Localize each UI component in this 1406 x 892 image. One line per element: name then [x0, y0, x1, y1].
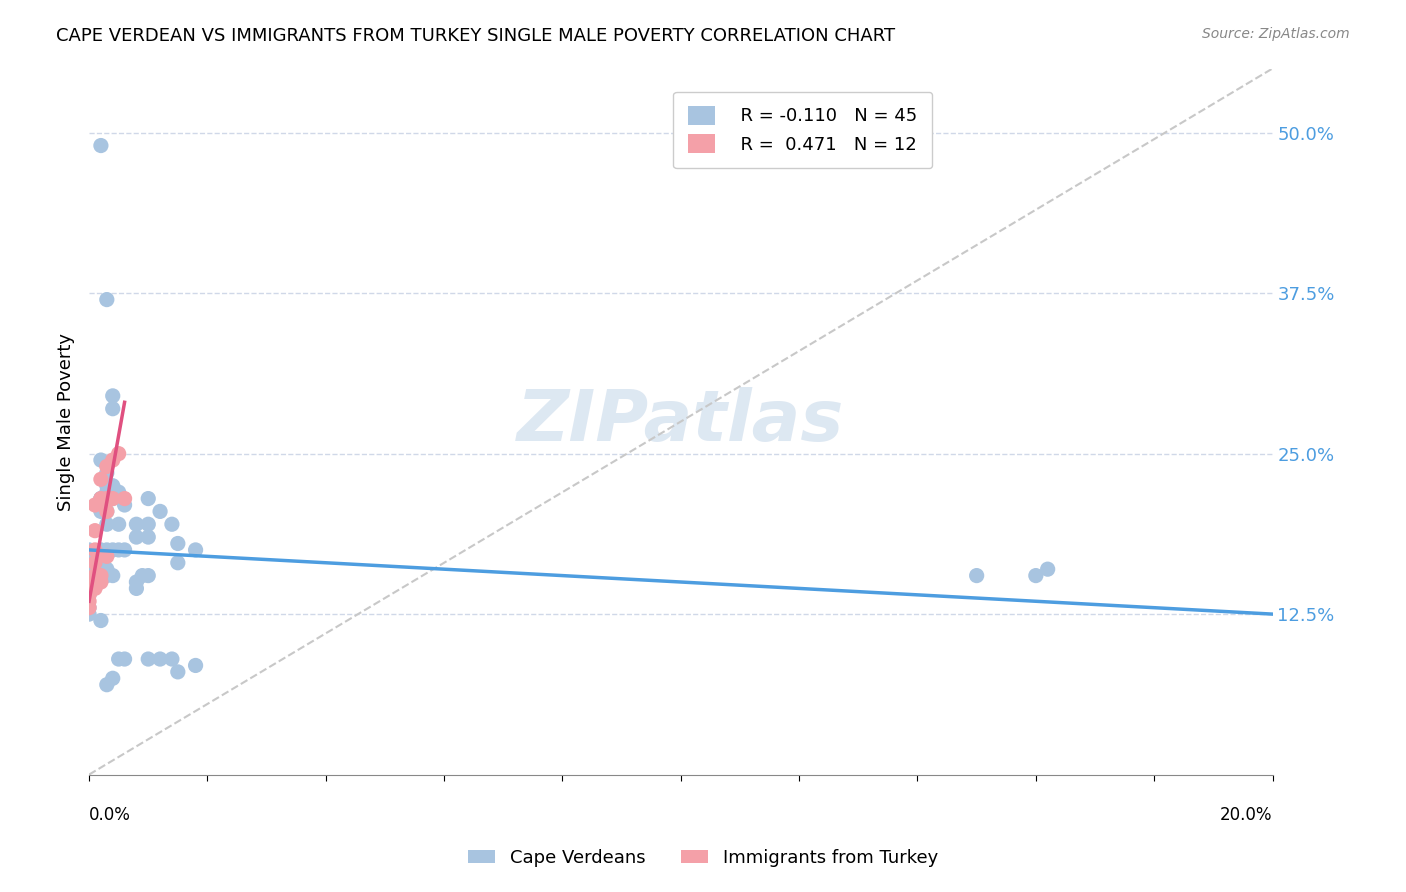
Point	[77, 588, 100, 602]
Text: 20.0%: 20.0%	[1220, 806, 1272, 824]
Point	[84, 498, 107, 512]
Point	[101, 453, 124, 467]
Point	[77, 582, 100, 596]
Point	[96, 568, 118, 582]
Point	[77, 607, 100, 621]
Point	[114, 491, 136, 506]
Point	[101, 479, 124, 493]
Point	[84, 543, 107, 558]
Point	[90, 549, 112, 564]
Point	[84, 582, 107, 596]
Point	[77, 543, 100, 558]
Point	[96, 293, 118, 307]
Legend:   R = -0.110   N = 45,   R =  0.471   N = 12: R = -0.110 N = 45, R = 0.471 N = 12	[673, 92, 932, 169]
Point	[96, 479, 118, 493]
Point	[149, 652, 172, 666]
Point	[90, 138, 112, 153]
Text: Source: ZipAtlas.com: Source: ZipAtlas.com	[1202, 27, 1350, 41]
Point	[114, 543, 136, 558]
Point	[90, 574, 112, 589]
Point	[90, 504, 112, 518]
Point	[149, 504, 172, 518]
Point	[184, 543, 207, 558]
Point	[125, 574, 148, 589]
Point	[90, 543, 112, 558]
Point	[96, 678, 118, 692]
Point	[136, 517, 159, 532]
Point	[84, 524, 107, 538]
Point	[96, 549, 118, 564]
Point	[107, 517, 129, 532]
Point	[96, 504, 118, 518]
Point	[101, 671, 124, 685]
Point	[125, 517, 148, 532]
Point	[84, 556, 107, 570]
Point	[160, 652, 183, 666]
Point	[131, 568, 153, 582]
Point	[1025, 568, 1047, 582]
Point	[90, 614, 112, 628]
Point	[101, 389, 124, 403]
Point	[90, 491, 112, 506]
Point	[1036, 562, 1059, 576]
Point	[125, 582, 148, 596]
Point	[136, 491, 159, 506]
Legend: Cape Verdeans, Immigrants from Turkey: Cape Verdeans, Immigrants from Turkey	[461, 842, 945, 874]
Point	[77, 588, 100, 602]
Point	[101, 543, 124, 558]
Text: CAPE VERDEAN VS IMMIGRANTS FROM TURKEY SINGLE MALE POVERTY CORRELATION CHART: CAPE VERDEAN VS IMMIGRANTS FROM TURKEY S…	[56, 27, 896, 45]
Point	[96, 459, 118, 474]
Point	[114, 652, 136, 666]
Point	[77, 556, 100, 570]
Point	[77, 600, 100, 615]
Point	[107, 447, 129, 461]
Point	[77, 594, 100, 608]
Point	[96, 466, 118, 480]
Point	[107, 652, 129, 666]
Point	[136, 652, 159, 666]
Point	[96, 504, 118, 518]
Point	[125, 530, 148, 544]
Point	[77, 600, 100, 615]
Point	[166, 665, 188, 679]
Point	[107, 543, 129, 558]
Point	[90, 472, 112, 486]
Point	[96, 543, 118, 558]
Point	[966, 568, 988, 582]
Point	[136, 568, 159, 582]
Point	[90, 453, 112, 467]
Point	[90, 491, 112, 506]
Point	[96, 485, 118, 500]
Point	[101, 491, 124, 506]
Point	[90, 568, 112, 582]
Point	[166, 556, 188, 570]
Point	[96, 517, 118, 532]
Point	[77, 574, 100, 589]
Text: ZIPatlas: ZIPatlas	[517, 387, 845, 456]
Point	[77, 568, 100, 582]
Text: 0.0%: 0.0%	[89, 806, 131, 824]
Point	[90, 491, 112, 506]
Point	[101, 491, 124, 506]
Point	[101, 401, 124, 416]
Point	[77, 582, 100, 596]
Point	[166, 536, 188, 550]
Point	[184, 658, 207, 673]
Point	[101, 568, 124, 582]
Point	[77, 574, 100, 589]
Point	[96, 562, 118, 576]
Point	[114, 498, 136, 512]
Point	[96, 491, 118, 506]
Point	[136, 530, 159, 544]
Point	[107, 485, 129, 500]
Point	[160, 517, 183, 532]
Y-axis label: Single Male Poverty: Single Male Poverty	[58, 333, 75, 510]
Point	[90, 562, 112, 576]
Point	[84, 568, 107, 582]
